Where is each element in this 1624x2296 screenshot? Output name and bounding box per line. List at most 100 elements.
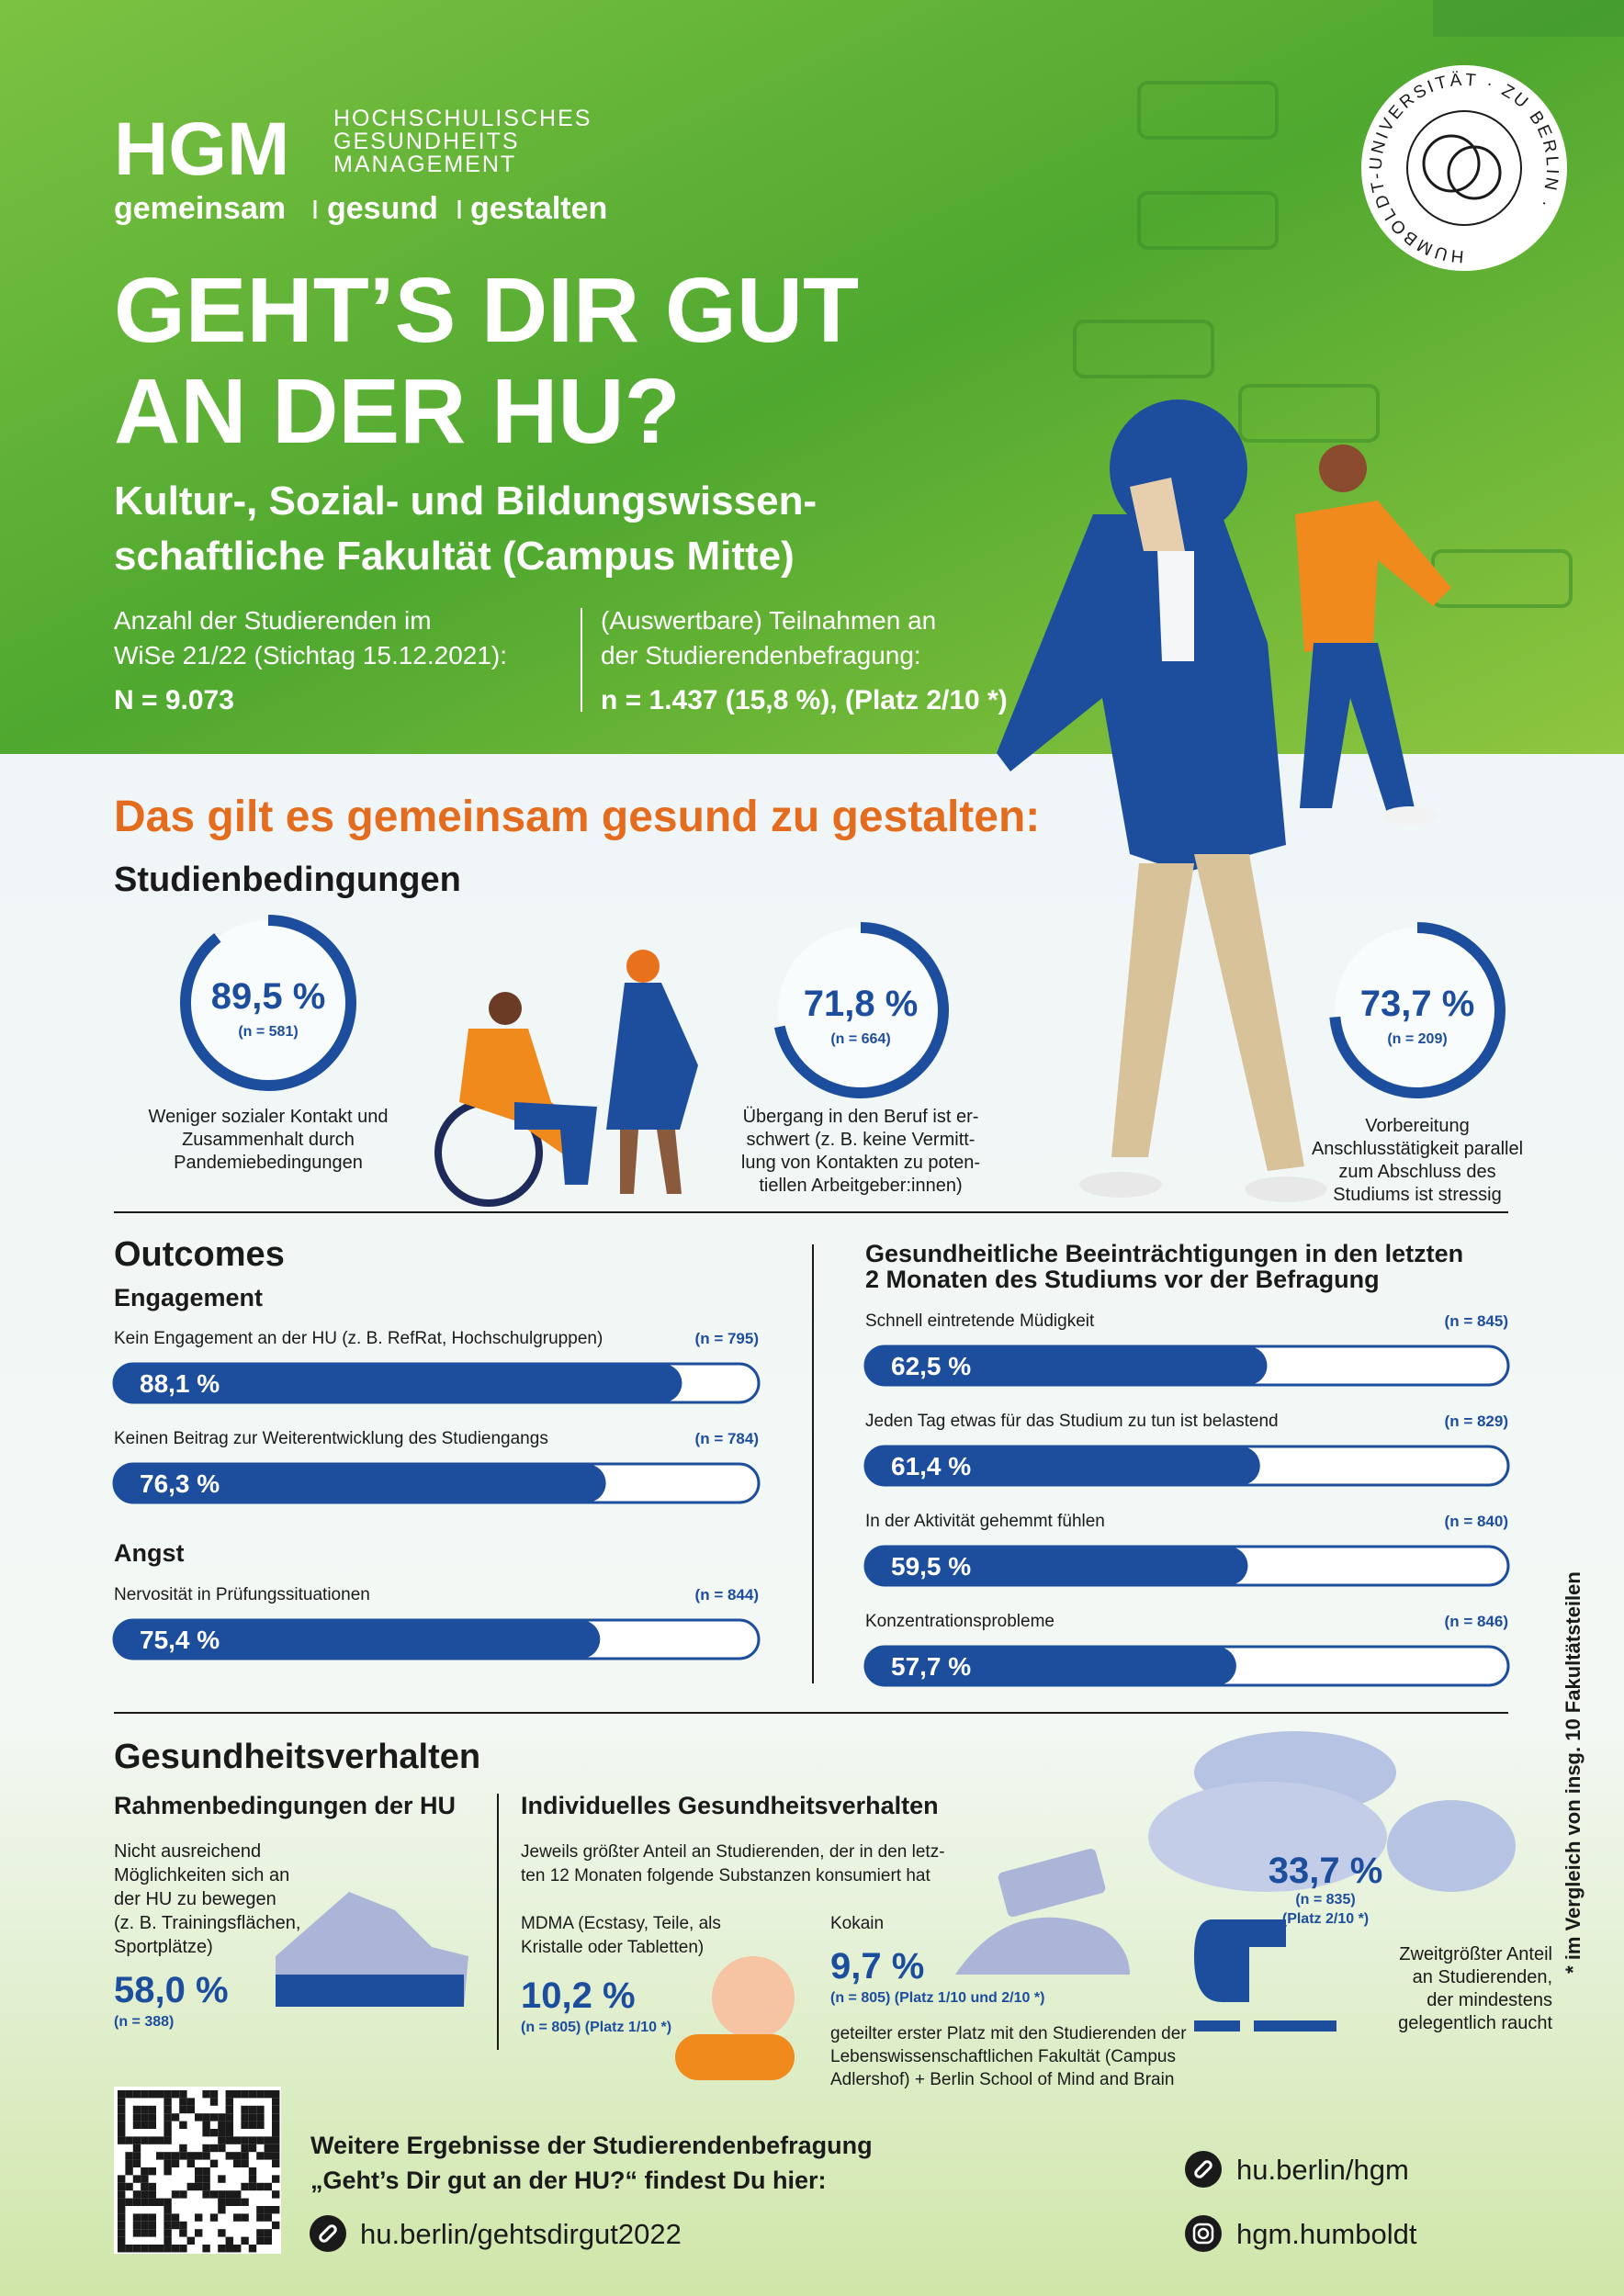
qr-module <box>125 2198 133 2206</box>
qr-module <box>186 2105 195 2114</box>
qr-module <box>132 2152 141 2160</box>
illustration <box>1319 445 1367 492</box>
qr-module <box>141 2182 149 2191</box>
qr-module <box>233 2245 242 2253</box>
qr-module <box>141 2090 149 2099</box>
illustration <box>1157 551 1194 661</box>
bar-value: 88,1 % <box>140 1369 220 1398</box>
qr-module <box>132 2198 141 2206</box>
qr-module <box>118 2182 126 2191</box>
qr-module <box>218 2206 226 2214</box>
qr-module <box>256 2206 265 2214</box>
qr-module <box>195 2213 203 2222</box>
ring-arc <box>1329 922 1506 1098</box>
link-icon <box>310 2215 346 2252</box>
bar-value: 75,4 % <box>140 1626 220 1654</box>
bar-label: Nervosität in Prüfungssituationen <box>114 1585 370 1604</box>
illustration <box>1110 400 1247 537</box>
qr-module <box>148 2121 156 2129</box>
bar-value: 59,5 % <box>891 1552 971 1581</box>
qr-module <box>218 2136 226 2144</box>
qr-module <box>241 2152 249 2160</box>
bar-n: (n = 845) <box>1445 1312 1508 1330</box>
bar <box>114 1464 606 1503</box>
bar-label: Konzentrationsprobleme <box>865 1612 1054 1631</box>
section-title: Gesundheitsverhalten <box>114 1738 480 1776</box>
qr-module <box>118 2113 126 2122</box>
ring-caption: Vorbereitung <box>1365 1116 1469 1136</box>
qr-module <box>202 2144 210 2153</box>
stat-n: (n = 805) (Platz 1/10 *) <box>521 2020 671 2035</box>
instagram-icon <box>1185 2215 1222 2252</box>
qr-module <box>241 2121 249 2129</box>
logo-text: HOCHSCHULISCHES <box>333 106 592 131</box>
qr-module <box>125 2245 133 2253</box>
body-text: Adlershof) + Berlin School of Mind and B… <box>830 2070 1174 2089</box>
qr-module <box>248 2175 257 2183</box>
illustration <box>1387 1800 1516 1892</box>
illustration <box>606 983 698 1130</box>
bar-n: (n = 829) <box>1445 1412 1508 1430</box>
stat-n: (n = 388) <box>114 2014 174 2030</box>
seal-portrait <box>1447 145 1502 200</box>
qr-module <box>202 2167 210 2176</box>
body-text: gelegentlich raucht <box>1398 2013 1552 2033</box>
qr-module <box>118 2245 126 2253</box>
qr-module <box>225 2105 233 2114</box>
tagline: gestalten <box>470 191 607 226</box>
body-text: MDMA (Ecstasy, Teile, als <box>521 1914 721 1933</box>
qr-module <box>118 2229 126 2237</box>
qr-module <box>132 2221 141 2230</box>
link-icon <box>319 2224 337 2243</box>
qr-module <box>132 2159 141 2167</box>
stat-value: 10,2 % <box>521 1975 636 2016</box>
bar-label: Jeden Tag etwas für das Studium zu tun i… <box>865 1412 1279 1431</box>
bar <box>865 1547 1248 1585</box>
qr-module <box>141 2105 149 2114</box>
qr-module <box>218 2144 226 2153</box>
qr-module <box>148 2190 156 2199</box>
illustration <box>955 1917 1130 1975</box>
qr-module <box>164 2229 172 2237</box>
bar-value: 57,7 % <box>891 1652 971 1681</box>
ring-background <box>1335 928 1500 1093</box>
footer-text: Weitere Ergebnisse der Studierendenbefra… <box>310 2132 873 2159</box>
qr-module <box>156 2245 164 2253</box>
qr-module <box>141 2121 149 2129</box>
title: AN DER HU? <box>114 360 681 463</box>
stat-value: 9,7 % <box>830 1946 924 1986</box>
qr-module <box>241 2136 249 2144</box>
body-text: Sportplätze) <box>114 1937 213 1957</box>
qr-module <box>241 2159 249 2167</box>
group-title: Gesundheitliche Beeinträchtigungen in de… <box>865 1240 1463 1267</box>
bar-label: In der Aktivität gehemmt fühlen <box>865 1512 1105 1531</box>
qr-module <box>202 2175 210 2183</box>
illustration <box>1194 2020 1240 2032</box>
qr-module <box>171 2113 180 2122</box>
qr-module <box>186 2182 195 2191</box>
body-text: Möglichkeiten sich an <box>114 1865 289 1885</box>
qr-module <box>118 2213 126 2222</box>
illustration <box>1111 863 1194 1157</box>
qr-module <box>225 2136 233 2144</box>
bar-n: (n = 795) <box>695 1330 759 1347</box>
qr-module <box>132 2229 141 2237</box>
qr-module <box>132 2144 141 2153</box>
bar-n: (n = 840) <box>1445 1513 1508 1530</box>
qr-module <box>272 2098 280 2106</box>
qr-module <box>248 2136 257 2144</box>
qr-module <box>118 2175 126 2183</box>
qr-module <box>256 2105 265 2114</box>
qr-module <box>141 2198 149 2206</box>
qr-module <box>171 2159 180 2167</box>
footer-link: hu.berlin/hgm <box>1236 2154 1409 2186</box>
qr-module <box>248 2090 257 2099</box>
logo: HGM <box>114 107 289 191</box>
link-icon <box>1185 2151 1222 2188</box>
qr-module <box>225 2152 233 2160</box>
qr-module <box>195 2152 203 2160</box>
qr-module <box>248 2121 257 2129</box>
qr-module <box>164 2121 172 2129</box>
qr-module <box>225 2129 233 2137</box>
